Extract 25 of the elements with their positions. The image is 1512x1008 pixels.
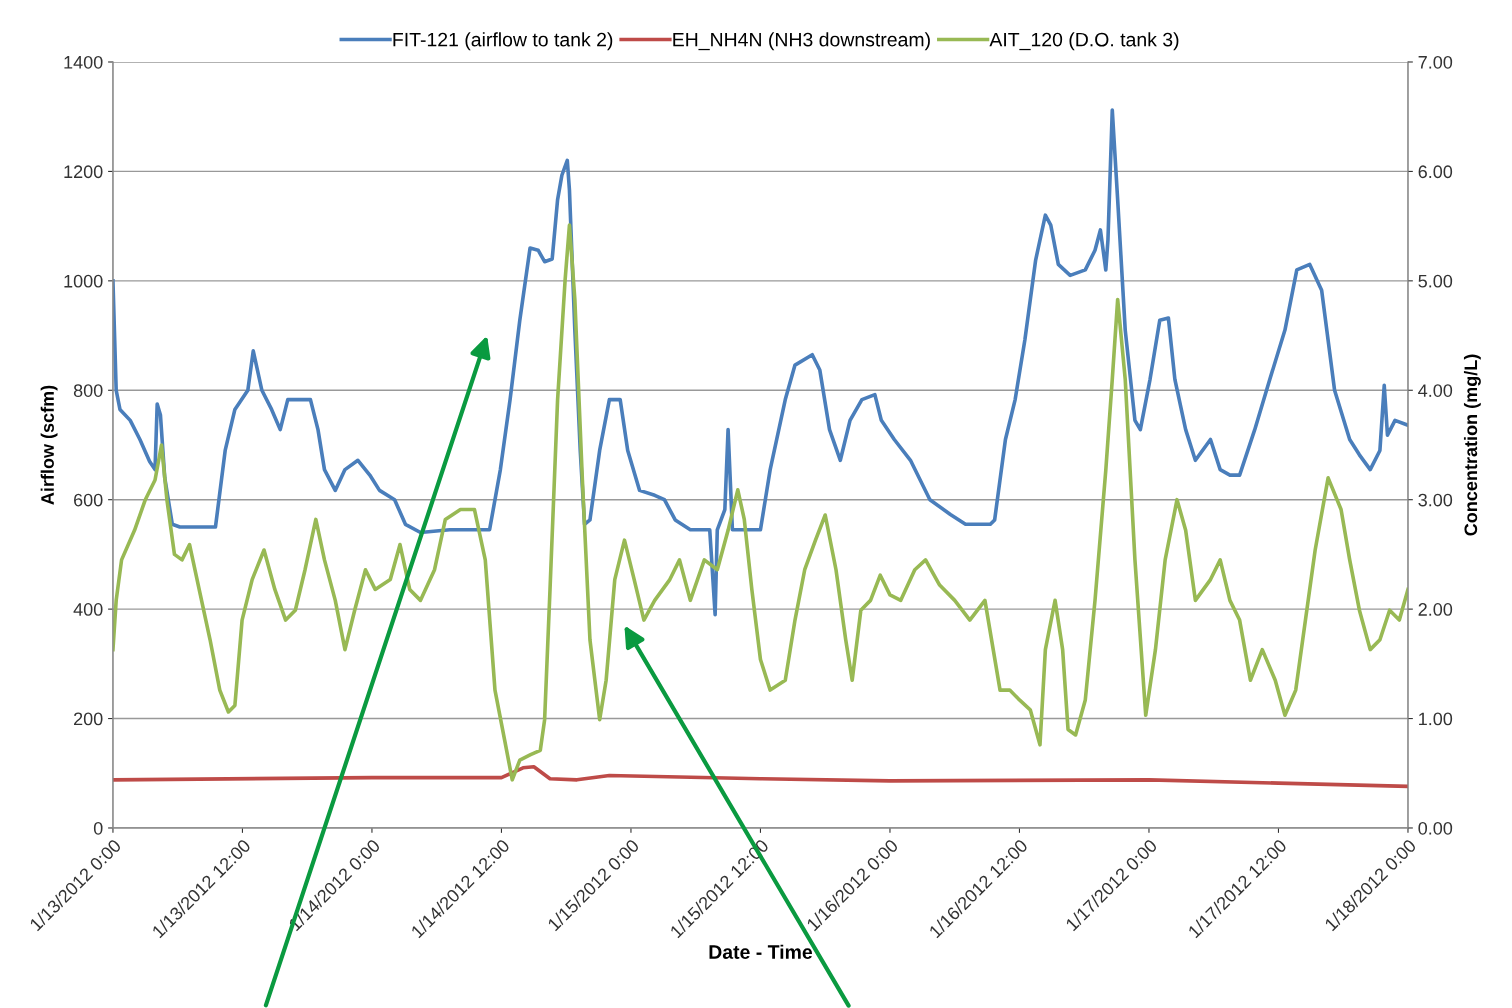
- y2-tick-label: 7.00: [1418, 55, 1453, 69]
- y-tick-label: 1200: [64, 165, 103, 179]
- y-tick-label: 800: [73, 384, 103, 397]
- x-axis-title: Date - Time: [709, 944, 813, 959]
- legend-label: EH_NH4N (NH3 downstream): [673, 32, 930, 51]
- y2-tick-label: 4.00: [1418, 384, 1453, 397]
- y-axis-title: Airflow (scfm): [40, 385, 58, 505]
- y2-tick-label: 1.00: [1419, 712, 1453, 726]
- y2-tick-label: 6.00: [1418, 165, 1453, 179]
- y-tick-label: 1400: [64, 55, 103, 69]
- line-series: [112, 764, 1408, 789]
- y-tick-label: 1000: [64, 274, 103, 288]
- y2-tick-label: 3.00: [1418, 493, 1453, 507]
- y2-tick-label: 2.00: [1418, 603, 1453, 616]
- y-tick-label: 200: [74, 712, 103, 726]
- legend-label: AIT_120 (D.O. tank 3): [989, 32, 1179, 51]
- y-tick-label: 400: [73, 603, 103, 616]
- y2-axis-title: Concentration (mg/L): [1463, 354, 1481, 536]
- y-tick-label: 600: [74, 493, 103, 507]
- y2-tick-label: 0.00: [1418, 821, 1453, 835]
- line-series: [112, 108, 1408, 617]
- y-tick-label: 0: [93, 821, 103, 835]
- legend-label: FIT-121 (airflow to tank 2): [393, 32, 613, 51]
- y2-tick-label: 5.00: [1418, 274, 1453, 288]
- line-series: [112, 223, 1408, 782]
